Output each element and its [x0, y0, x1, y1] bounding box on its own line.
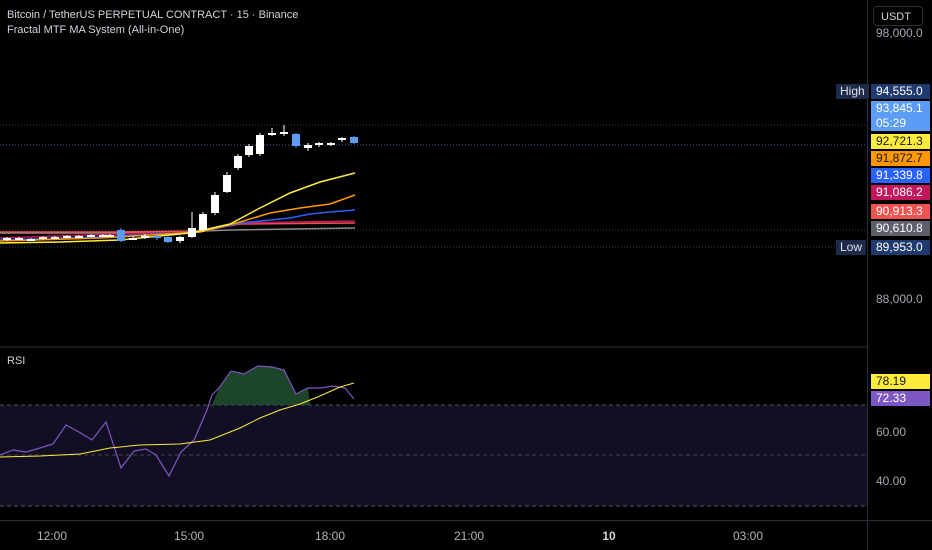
- low-label: Low: [836, 240, 867, 255]
- ma-blue-line: [0, 209, 356, 241]
- candle-body: [338, 138, 346, 140]
- candle-body: [117, 230, 125, 241]
- candle-body: [176, 237, 184, 241]
- ma-magenta-badge: 91,086.2: [871, 185, 930, 200]
- low-price-badge: 89,953.0: [871, 240, 930, 255]
- ma-yellow-line: [0, 172, 356, 244]
- candle-body: [99, 235, 107, 237]
- rsi-title[interactable]: RSI: [7, 355, 26, 367]
- rsi-badge: 72.33: [871, 391, 930, 406]
- rsi-ma-badge: 78.19: [871, 374, 930, 389]
- candle-body: [164, 237, 172, 242]
- candle-body: [292, 134, 300, 146]
- symbol-title: Bitcoin / TetherUS PERPETUAL CONTRACT · …: [7, 9, 299, 21]
- ma-yellow-badge: 92,721.3: [871, 134, 930, 149]
- high-price-badge: 94,555.0: [871, 84, 930, 99]
- time-tick-0300: 03:00: [732, 529, 764, 543]
- candle-body: [51, 237, 59, 239]
- countdown-badge: 05:29: [871, 116, 930, 131]
- candle-body: [350, 137, 358, 143]
- price-tick-98000: 98,000.0: [876, 26, 923, 40]
- time-tick-1200: 12:00: [36, 529, 68, 543]
- high-label: High: [836, 84, 869, 99]
- candle-body: [268, 133, 276, 135]
- ma-magenta-line: [0, 220, 356, 239]
- rsi-overbought-fill: [212, 366, 310, 405]
- currency-button[interactable]: USDT: [873, 6, 923, 26]
- time-tick-1500: 15:00: [173, 529, 205, 543]
- time-tick-2100: 21:00: [453, 529, 485, 543]
- time-tick-1800: 18:00: [314, 529, 346, 543]
- candle-body: [15, 238, 23, 240]
- candle-body: [199, 214, 207, 230]
- candle-body: [3, 238, 11, 240]
- ma-red-badge: 90,913.3: [871, 204, 930, 219]
- ma-red-line: [0, 222, 356, 233]
- rsi-line: [0, 365, 355, 478]
- candle-body: [141, 236, 149, 238]
- candle-body: [87, 235, 95, 237]
- candle-body: [211, 195, 219, 213]
- rsi-ma-line: [0, 382, 355, 458]
- ma-orange-badge: 91,872.7: [871, 151, 930, 166]
- rsi-tick-40: 40.00: [876, 474, 907, 488]
- candle-body: [256, 135, 264, 154]
- price-tick-88000: 88,000.0: [876, 292, 923, 306]
- candle-body: [39, 237, 47, 239]
- candle-body: [129, 238, 137, 240]
- ma-orange-line: [0, 194, 356, 242]
- ma-gray-badge: 90,610.8: [871, 221, 930, 236]
- candle-body: [245, 146, 253, 155]
- candle-body: [188, 228, 196, 237]
- last-price-badge: 93,845.1: [871, 101, 930, 116]
- candle-body: [304, 145, 312, 148]
- candle-body: [75, 236, 83, 238]
- candle-body: [327, 143, 335, 145]
- candle-body: [27, 239, 35, 241]
- time-tick-day-10: 10: [602, 529, 616, 543]
- rsi-tick-60: 60.00: [876, 425, 907, 439]
- candle-body: [315, 143, 323, 145]
- candle-body: [234, 156, 242, 168]
- ma-blue-badge: 91,339.8: [871, 168, 930, 183]
- candle-body: [153, 236, 161, 238]
- candle-body: [280, 132, 288, 134]
- candle-body: [223, 175, 231, 192]
- candle-body: [106, 235, 114, 237]
- candle-body: [63, 236, 71, 238]
- indicator-title[interactable]: Fractal MTF MA System (All-in-One): [7, 24, 185, 36]
